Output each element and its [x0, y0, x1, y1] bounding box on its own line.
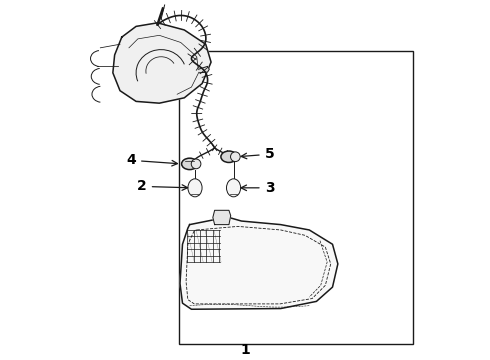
Ellipse shape: [230, 152, 240, 162]
Polygon shape: [198, 66, 209, 73]
Polygon shape: [113, 23, 211, 103]
Polygon shape: [213, 210, 231, 225]
Ellipse shape: [182, 158, 197, 170]
Polygon shape: [180, 217, 338, 309]
Text: 3: 3: [241, 181, 274, 195]
Ellipse shape: [226, 179, 241, 197]
Ellipse shape: [191, 159, 201, 169]
Ellipse shape: [221, 151, 237, 162]
Bar: [179, 51, 413, 344]
Text: 1: 1: [240, 343, 250, 357]
Ellipse shape: [188, 179, 202, 197]
Text: 5: 5: [241, 147, 274, 161]
Text: 2: 2: [137, 179, 188, 193]
Text: 4: 4: [126, 153, 177, 167]
